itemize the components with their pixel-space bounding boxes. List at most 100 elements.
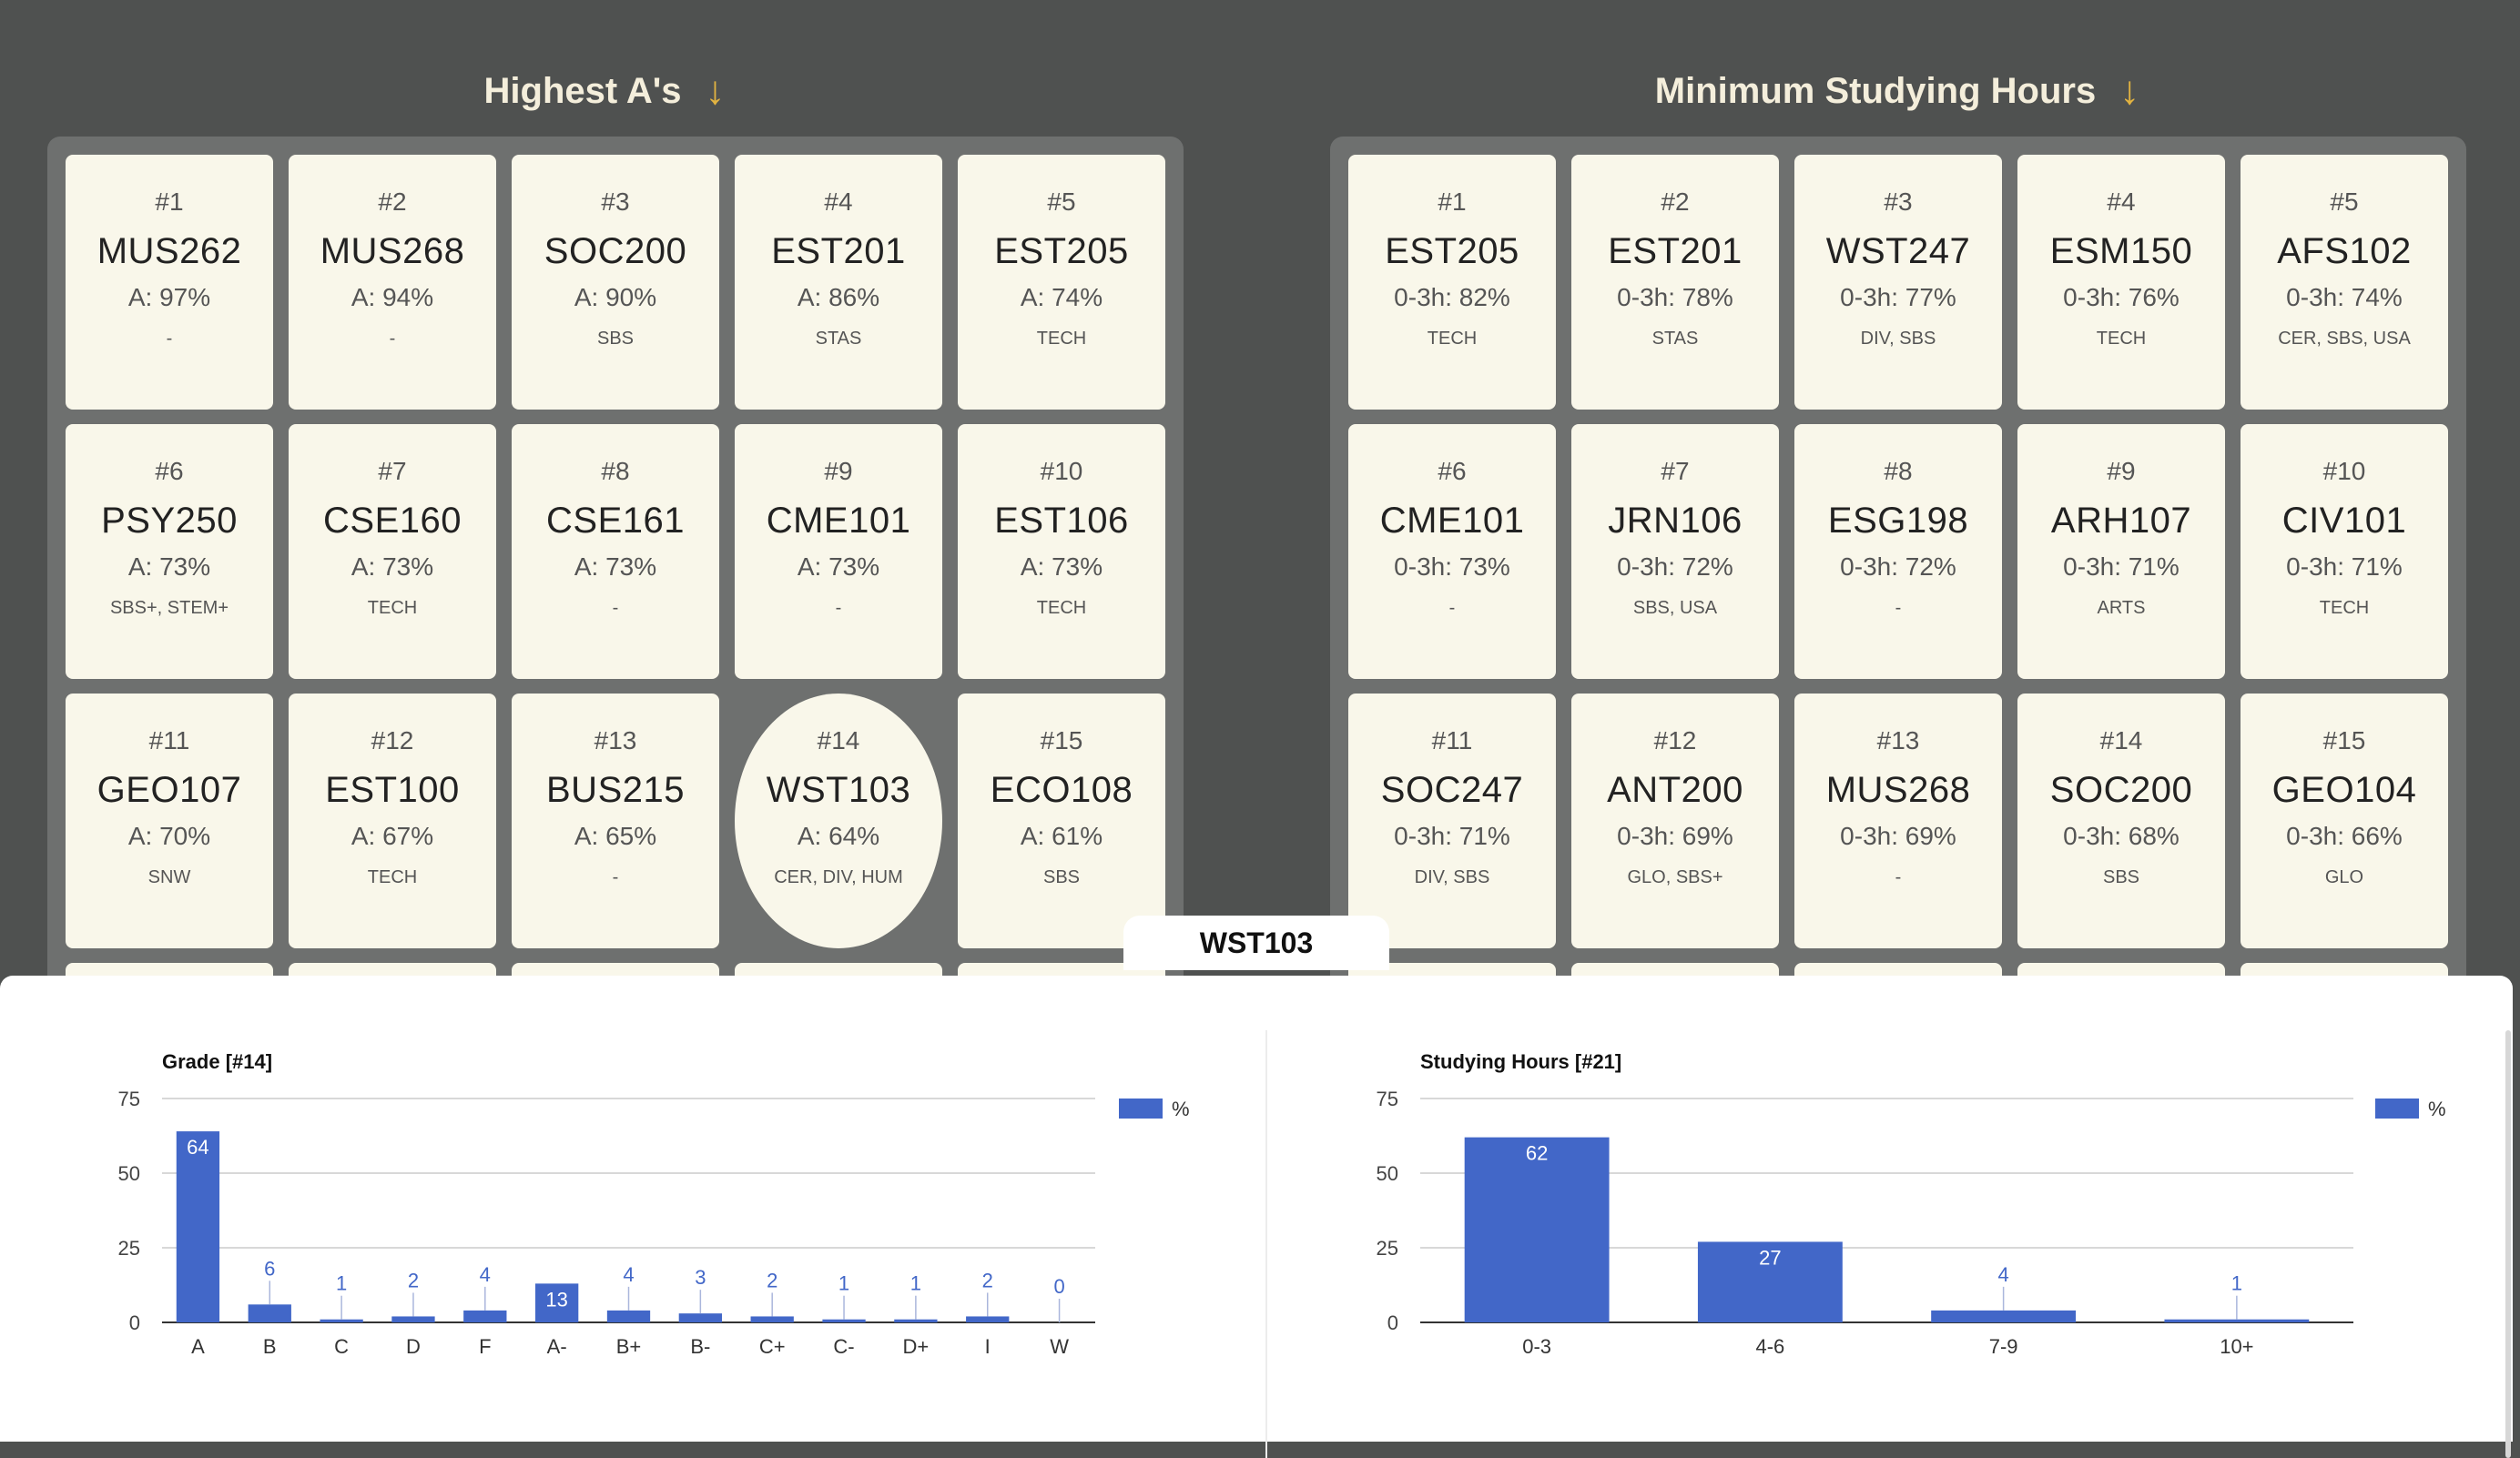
course-card[interactable]: #5 AFS102 0-3h: 74% CER, SBS, USA bbox=[2241, 155, 2448, 410]
course-card[interactable]: #5 EST205 A: 74% TECH bbox=[958, 155, 1165, 410]
scrollbar[interactable] bbox=[2505, 1030, 2511, 1458]
course-card[interactable]: #6 CME101 0-3h: 73% - bbox=[1348, 424, 1556, 679]
x-tick-label: C bbox=[334, 1335, 349, 1358]
card-pct: 0-3h: 74% bbox=[2286, 283, 2403, 311]
legend-swatch bbox=[1119, 1099, 1163, 1119]
course-card[interactable]: #8 ESG198 0-3h: 72% - bbox=[1794, 424, 2002, 679]
card-code: EST201 bbox=[771, 231, 906, 271]
card-tags: - bbox=[1895, 867, 1902, 887]
bar bbox=[1464, 1137, 1610, 1322]
data-label: 62 bbox=[1526, 1142, 1548, 1165]
card-rank: #11 bbox=[148, 726, 190, 754]
card-rank: #12 bbox=[371, 726, 414, 754]
card-code: CSE161 bbox=[546, 501, 685, 541]
bar bbox=[176, 1131, 220, 1322]
card-pct: 0-3h: 76% bbox=[2063, 283, 2180, 311]
y-tick-label: 25 bbox=[118, 1237, 140, 1260]
course-card[interactable]: #7 CSE160 A: 73% TECH bbox=[289, 424, 496, 679]
card-tags: GLO bbox=[2324, 867, 2364, 887]
card-tags: DIV, SBS bbox=[1860, 329, 1936, 349]
card-code: ESM150 bbox=[2049, 231, 2193, 271]
card-tags: - bbox=[835, 598, 842, 618]
course-card[interactable]: #10 CIV101 0-3h: 71% TECH bbox=[2241, 424, 2448, 679]
course-card[interactable]: #12 EST100 A: 67% TECH bbox=[289, 694, 496, 948]
course-card[interactable]: #2 MUS268 A: 94% - bbox=[289, 155, 496, 410]
card-pct: 0-3h: 69% bbox=[1617, 822, 1733, 850]
course-card[interactable]: #2 EST201 0-3h: 78% STAS bbox=[1571, 155, 1779, 410]
card-rank: #9 bbox=[2107, 457, 2136, 485]
course-card[interactable]: #14 WST103 A: 64% CER, DIV, HUM bbox=[735, 694, 942, 948]
card-pct: 0-3h: 71% bbox=[2063, 552, 2180, 581]
right-column-header[interactable]: Minimum Studying Hours ↓ bbox=[1329, 64, 2465, 118]
x-tick-label: C+ bbox=[759, 1335, 786, 1358]
data-label: 1 bbox=[2231, 1272, 2242, 1295]
card-tags: TECH bbox=[1036, 329, 1087, 349]
card-code: PSY250 bbox=[101, 501, 238, 541]
course-card[interactable]: #1 EST205 0-3h: 82% TECH bbox=[1348, 155, 1556, 410]
card-rank: #7 bbox=[1661, 457, 1690, 485]
bar bbox=[535, 1283, 579, 1322]
card-pct: A: 70% bbox=[127, 822, 211, 850]
course-card[interactable]: #13 BUS215 A: 65% - bbox=[512, 694, 719, 948]
course-card[interactable]: #11 SOC247 0-3h: 71% DIV, SBS bbox=[1348, 694, 1556, 948]
course-card[interactable]: #9 ARH107 0-3h: 71% ARTS bbox=[2017, 424, 2225, 679]
card-rank: #12 bbox=[1653, 726, 1697, 754]
card-tags: ARTS bbox=[2097, 598, 2146, 618]
card-tags: - bbox=[166, 329, 173, 349]
card-code: SOC200 bbox=[2049, 770, 2193, 810]
card-tags: DIV, SBS bbox=[1414, 867, 1490, 887]
course-card[interactable]: #4 ESM150 0-3h: 76% TECH bbox=[2017, 155, 2225, 410]
x-tick-label: I bbox=[985, 1335, 991, 1358]
bar bbox=[2164, 1319, 2310, 1322]
card-pct: 0-3h: 72% bbox=[1617, 552, 1733, 581]
card-pct: A: 94% bbox=[351, 283, 434, 311]
right-ranking-panel[interactable]: #1 EST205 0-3h: 82% TECH #2 EST201 0-3h: 78% ST… bbox=[1330, 137, 2466, 1047]
card-pct: 0-3h: 72% bbox=[1840, 552, 1956, 581]
arrow-down-icon[interactable]: ↓ bbox=[705, 68, 726, 113]
course-card[interactable]: #15 GEO104 0-3h: 66% GLO bbox=[2241, 694, 2448, 948]
card-code: BUS215 bbox=[546, 770, 685, 810]
left-ranking-panel[interactable]: #1 MUS262 A: 97% - #2 MUS268 A: 94% - #3 SOC200 A:… bbox=[47, 137, 1184, 1047]
x-tick-label: 7-9 bbox=[1989, 1335, 2018, 1358]
course-card[interactable]: #14 SOC200 0-3h: 68% SBS bbox=[2017, 694, 2225, 948]
course-card[interactable]: #8 CSE161 A: 73% - bbox=[512, 424, 719, 679]
course-card[interactable]: #12 ANT200 0-3h: 69% GLO, SBS+ bbox=[1571, 694, 1779, 948]
course-card[interactable]: #1 MUS262 A: 97% - bbox=[66, 155, 273, 410]
chart-title: Grade [#14] bbox=[162, 1050, 272, 1073]
card-code: CME101 bbox=[1379, 501, 1525, 541]
data-label: 6 bbox=[264, 1257, 275, 1280]
bar bbox=[606, 1310, 651, 1322]
course-card[interactable]: #4 EST201 A: 86% STAS bbox=[735, 155, 942, 410]
card-tags: SBS, USA bbox=[1632, 598, 1718, 618]
course-card[interactable]: #3 WST247 0-3h: 77% DIV, SBS bbox=[1794, 155, 2002, 410]
card-code: WST247 bbox=[1825, 231, 1971, 271]
bar bbox=[750, 1316, 794, 1322]
course-card[interactable]: #3 SOC200 A: 90% SBS bbox=[512, 155, 719, 410]
x-tick-label: B- bbox=[690, 1335, 710, 1358]
course-card[interactable]: #13 MUS268 0-3h: 69% - bbox=[1794, 694, 2002, 948]
course-card[interactable]: #9 CME101 A: 73% - bbox=[735, 424, 942, 679]
course-card[interactable]: #7 JRN106 0-3h: 72% SBS, USA bbox=[1571, 424, 1779, 679]
card-code: SOC200 bbox=[544, 231, 687, 271]
course-card[interactable]: #6 PSY250 A: 73% SBS+, STEM+ bbox=[66, 424, 273, 679]
course-card[interactable]: #11 GEO107 A: 70% SNW bbox=[66, 694, 273, 948]
data-label: 2 bbox=[767, 1269, 777, 1291]
card-rank: #5 bbox=[2330, 187, 2359, 216]
left-column-header[interactable]: Highest A's ↓ bbox=[36, 64, 1173, 118]
card-pct: A: 65% bbox=[574, 822, 657, 850]
y-tick-label: 0 bbox=[129, 1311, 140, 1334]
course-card[interactable]: #15 ECO108 A: 61% SBS bbox=[958, 694, 1165, 948]
x-tick-label: D+ bbox=[903, 1335, 930, 1358]
bar bbox=[320, 1319, 363, 1322]
card-tags: - bbox=[612, 598, 619, 618]
legend-label: % bbox=[2428, 1098, 2446, 1120]
course-card[interactable]: #10 EST106 A: 73% TECH bbox=[958, 424, 1165, 679]
arrow-down-icon[interactable]: ↓ bbox=[2119, 68, 2140, 113]
card-pct: A: 64% bbox=[797, 822, 880, 850]
card-rank: #3 bbox=[601, 187, 630, 216]
card-tags: - bbox=[389, 329, 396, 349]
card-code: MUS268 bbox=[1825, 770, 1971, 810]
card-rank: #1 bbox=[1438, 187, 1467, 216]
card-tags: STAS bbox=[1651, 329, 1699, 349]
card-pct: A: 73% bbox=[351, 552, 434, 581]
